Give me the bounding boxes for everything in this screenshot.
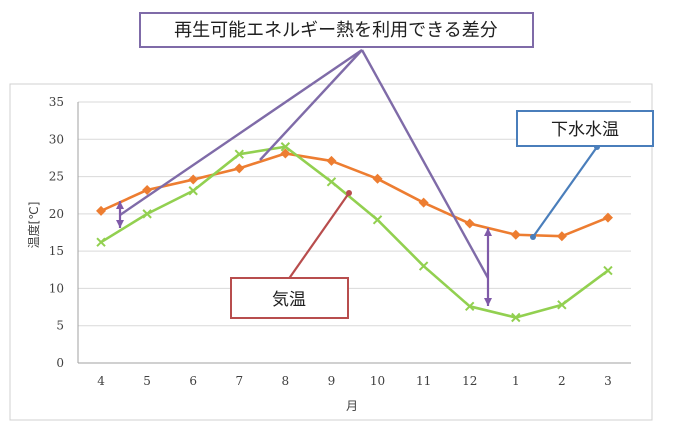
air-leader-line <box>287 192 350 281</box>
x-tick-label: 3 <box>604 374 612 388</box>
data-point-diamond <box>418 197 429 208</box>
sewage-leader-dot <box>530 234 536 240</box>
data-point-diamond <box>188 174 199 185</box>
x-tick-label: 7 <box>235 374 243 388</box>
y-tick-label: 35 <box>49 95 64 109</box>
x-axis-label: 月 <box>346 399 358 413</box>
data-point-diamond <box>510 229 521 240</box>
data-point-x <box>280 142 291 152</box>
data-point-x <box>511 312 521 323</box>
title-leader-line <box>360 49 490 279</box>
y-tick-label: 15 <box>49 244 64 258</box>
title-callout-text: 再生可能エネルギー熱を利用できる差分 <box>174 20 498 41</box>
data-point-x <box>603 265 613 276</box>
y-tick-label: 25 <box>49 170 64 184</box>
difference-arrow-head <box>484 298 492 306</box>
series-lines <box>96 142 613 323</box>
data-point-x <box>234 149 244 159</box>
difference-arrow-head <box>116 201 124 209</box>
data-point-x <box>96 237 106 247</box>
air-leader-dot <box>346 190 352 196</box>
data-point-x <box>418 261 429 271</box>
data-point-diamond <box>96 205 107 216</box>
data-point-x <box>372 215 383 225</box>
difference-arrow-head <box>484 228 492 236</box>
x-tick-label: 11 <box>416 374 431 388</box>
data-point-diamond <box>556 231 567 242</box>
data-point-x <box>557 300 567 310</box>
data-point-x <box>188 186 198 196</box>
data-point-diamond <box>234 163 245 174</box>
series-line-0 <box>100 152 609 238</box>
y-tick-labels: 0 5 10 15 20 25 30 35 <box>49 95 64 370</box>
title-callout-box <box>139 12 534 48</box>
sewage-callout-box <box>516 110 654 147</box>
y-axis-label: 温度[℃] <box>26 202 41 249</box>
data-point-diamond <box>372 173 383 184</box>
x-tick-label: 2 <box>558 374 566 388</box>
title-leader-line <box>259 49 363 161</box>
data-point-x <box>326 177 337 187</box>
data-point-diamond <box>142 184 153 195</box>
y-tick-label: 5 <box>56 319 64 333</box>
sewage-callout-text: 下水水温 <box>551 120 619 140</box>
x-tick-label: 12 <box>462 374 477 388</box>
data-point-diamond <box>326 155 337 166</box>
data-point-diamond <box>602 212 613 223</box>
callout-lines <box>116 49 600 306</box>
x-tick-label: 10 <box>370 374 385 388</box>
x-tick-label: 4 <box>97 374 105 388</box>
x-tick-label: 6 <box>189 374 197 388</box>
title-leader-line <box>119 49 363 216</box>
x-tick-label: 1 <box>512 374 520 388</box>
x-tick-labels: 4 5 6 7 8 9 10 11 12 1 2 3 <box>97 374 612 388</box>
series-line-1 <box>100 145 609 319</box>
y-tick-label: 20 <box>49 207 64 221</box>
data-point-diamond <box>464 218 475 229</box>
difference-arrow-head <box>116 220 124 228</box>
x-tick-label: 9 <box>328 374 336 388</box>
sewage-leader-line <box>532 146 598 238</box>
data-point-x <box>142 209 152 219</box>
air-callout-box <box>230 277 349 319</box>
x-tick-label: 8 <box>282 374 290 388</box>
data-point-diamond <box>280 148 291 159</box>
y-tick-label: 30 <box>49 132 64 146</box>
y-tick-label: 0 <box>56 356 64 370</box>
y-tick-label: 10 <box>49 281 64 295</box>
data-point-x <box>465 301 475 312</box>
x-tick-label: 5 <box>143 374 151 388</box>
air-callout-text: 気温 <box>272 290 306 310</box>
